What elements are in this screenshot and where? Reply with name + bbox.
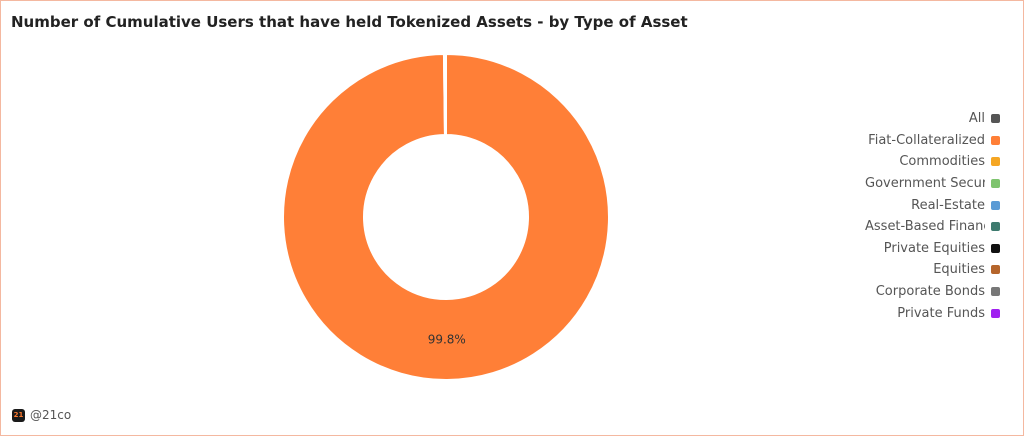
legend-swatch-icon xyxy=(991,308,1000,318)
legend-item[interactable]: Asset-Based Finance xyxy=(800,216,1000,238)
legend-item[interactable]: All xyxy=(800,108,1000,130)
legend-item[interactable]: Commodities xyxy=(800,151,1000,173)
legend-item[interactable]: Private Funds xyxy=(800,302,1000,324)
legend-item[interactable]: Private Equities xyxy=(800,238,1000,260)
legend-label: Private Funds xyxy=(897,305,985,321)
legend-label: Equities xyxy=(933,262,985,278)
legend-label: Fiat-Collateralized xyxy=(868,132,985,148)
legend-swatch-icon xyxy=(991,179,1000,189)
legend-swatch-icon xyxy=(991,243,1000,253)
legend-swatch-icon xyxy=(991,200,1000,210)
legend-label: Government Securities xyxy=(865,176,985,192)
chart-title: Number of Cumulative Users that have hel… xyxy=(11,13,688,31)
legend-swatch-icon xyxy=(991,265,1000,275)
legend-swatch-icon xyxy=(991,157,1000,167)
legend-label: Private Equities xyxy=(883,240,985,256)
legend-item[interactable]: Equities xyxy=(800,259,1000,281)
legend-label: Real-Estate xyxy=(911,197,985,213)
legend-label: Corporate Bonds xyxy=(875,284,985,300)
legend-item[interactable]: Real-Estate xyxy=(800,194,1000,216)
footer-handle: @21co xyxy=(30,408,72,422)
legend: All Fiat-Collateralized Commodities Governm… xyxy=(800,108,1000,324)
legend-item[interactable]: Fiat-Collateralized xyxy=(800,130,1000,152)
legend-swatch-icon xyxy=(991,114,1000,124)
donut-slice-other[interactable] xyxy=(442,52,447,137)
legend-swatch-icon xyxy=(991,135,1000,145)
slice-label: 99.8% xyxy=(428,332,466,346)
footer: 21 @21co xyxy=(12,408,71,422)
legend-swatch-icon xyxy=(991,222,1000,232)
legend-item[interactable]: Corporate Bonds xyxy=(800,281,1000,303)
legend-label: All xyxy=(968,111,985,127)
donut-slice-fiat-collateralized[interactable] xyxy=(282,52,610,381)
brand-logo-icon: 21 xyxy=(12,408,25,422)
legend-swatch-icon xyxy=(991,287,1000,297)
legend-label: Asset-Based Finance xyxy=(865,219,985,235)
legend-item[interactable]: Government Securities xyxy=(800,173,1000,195)
legend-label: Commodities xyxy=(899,154,985,170)
